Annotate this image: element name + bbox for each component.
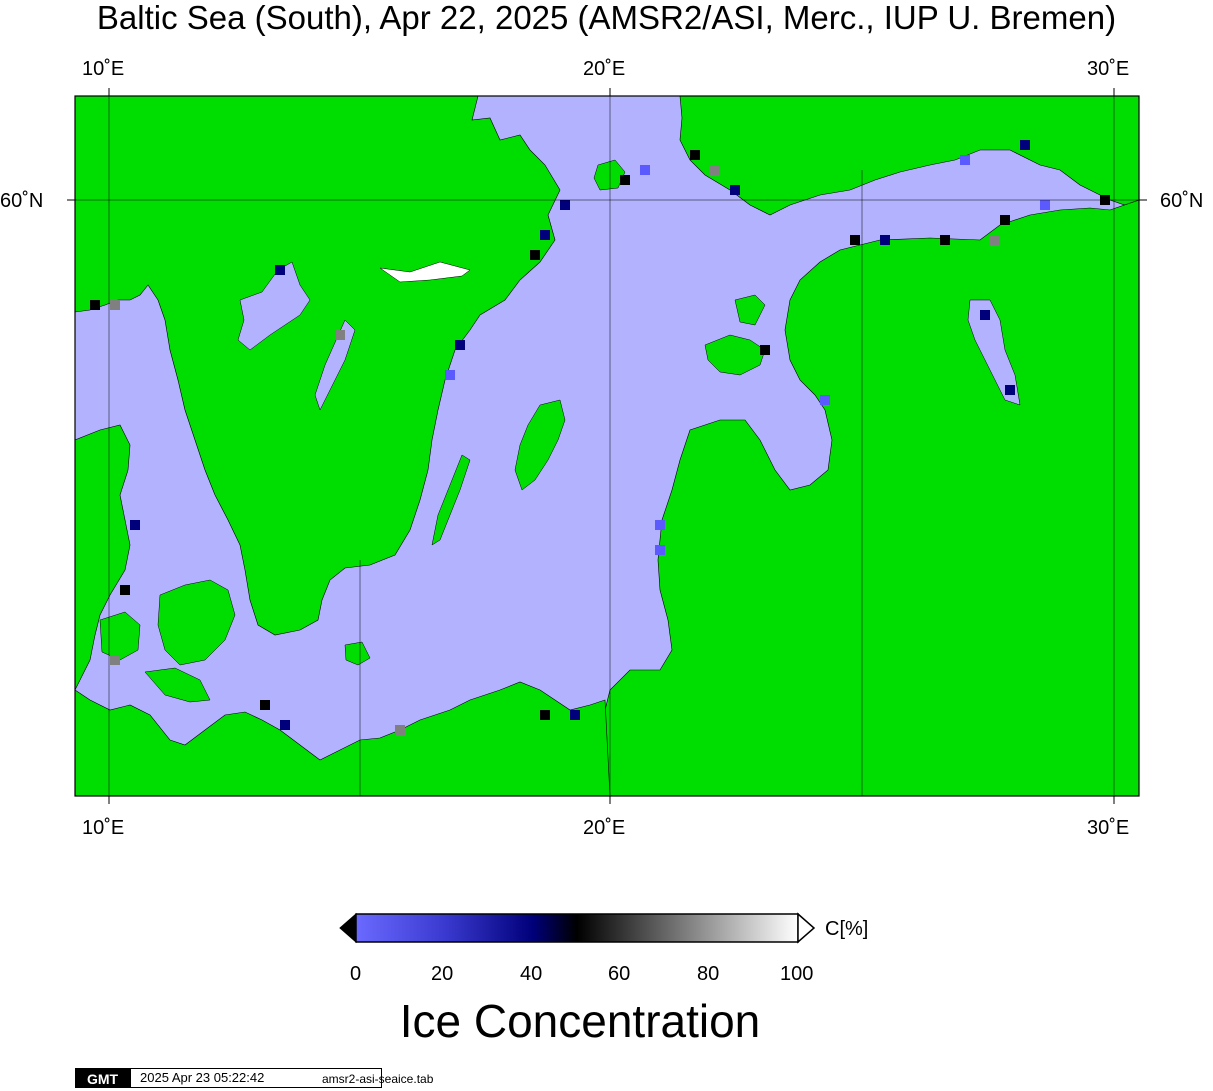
colorbar-ramp bbox=[355, 913, 799, 943]
map-title: Baltic Sea (South), Apr 22, 2025 (AMSR2/… bbox=[96, 0, 1117, 36]
colorbar bbox=[339, 912, 816, 944]
x-tick-bottom-10e: 10˚E bbox=[82, 817, 125, 839]
land-hiiumaa bbox=[734, 294, 766, 326]
colorbar-tick-20: 20 bbox=[431, 963, 454, 985]
y-tick-right-60n: 60˚N bbox=[1160, 190, 1204, 212]
colorbar-low-triangle bbox=[339, 912, 357, 944]
graticule bbox=[75, 96, 1139, 796]
map-frame bbox=[74, 95, 1140, 797]
land-gotland bbox=[514, 399, 566, 491]
lake-vattern bbox=[314, 319, 356, 411]
land-oland bbox=[431, 454, 471, 546]
colorbar-title: Ice Concentration bbox=[399, 995, 761, 1047]
land-lolland bbox=[144, 667, 211, 703]
colorbar-tick-80: 80 bbox=[697, 963, 720, 985]
colorbar-tick-40: 40 bbox=[520, 963, 543, 985]
gmt-logo: GMT bbox=[75, 1068, 130, 1088]
land-scandinavia bbox=[75, 96, 561, 636]
ice-cells bbox=[90, 140, 1110, 735]
land-bornholm bbox=[344, 641, 371, 666]
colorbar-high-triangle bbox=[797, 912, 816, 944]
colorbar-tick-60: 60 bbox=[608, 963, 631, 985]
y-tick-left-60n: 60˚N bbox=[0, 190, 44, 212]
land-funen bbox=[99, 611, 141, 661]
colorbar-unit: C[%] bbox=[825, 918, 869, 940]
land-saaremaa bbox=[704, 334, 766, 376]
colorbar-tick-0: 0 bbox=[350, 963, 362, 985]
gmt-filename: amsr2-asi-seaice.tab bbox=[322, 1072, 434, 1086]
x-tick-top-30e: 30˚E bbox=[1087, 58, 1130, 80]
x-tick-bottom-30e: 30˚E bbox=[1087, 817, 1130, 839]
lake-peipus bbox=[967, 299, 1021, 406]
land-zealand bbox=[157, 579, 236, 666]
land-jutland bbox=[75, 424, 131, 691]
gmt-timestamp: 2025 Apr 23 05:22:42 bbox=[130, 1068, 382, 1088]
colorbar-tick-100: 100 bbox=[780, 963, 814, 985]
x-tick-bottom-20e: 20˚E bbox=[583, 817, 626, 839]
x-tick-top-10e: 10˚E bbox=[82, 58, 125, 80]
x-tick-top-20e: 20˚E bbox=[583, 58, 626, 80]
land-finland bbox=[679, 96, 1139, 216]
lake-malaren bbox=[379, 261, 471, 283]
land-aland bbox=[593, 159, 626, 191]
